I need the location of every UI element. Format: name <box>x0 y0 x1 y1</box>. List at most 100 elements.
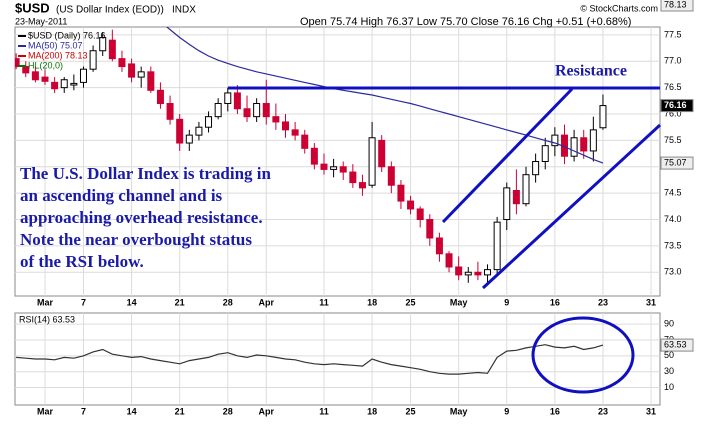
candle-body <box>282 121 289 131</box>
candle-body <box>272 116 280 123</box>
candle-body <box>397 184 405 202</box>
candle-body <box>118 58 126 68</box>
x-tick-label: 23 <box>598 297 608 307</box>
candle-body <box>320 163 328 170</box>
annotation: The U.S. Dollar Index is trading in <box>20 164 272 183</box>
candle-body <box>580 137 588 152</box>
x-tick-label: 7 <box>81 297 86 307</box>
x-tick-label: 18 <box>367 297 377 307</box>
x-tick-label: May <box>450 297 468 307</box>
y-tick-label: 77.0 <box>664 56 682 66</box>
candle-body <box>378 139 386 168</box>
rsi-panel <box>14 312 661 406</box>
candle-body <box>176 118 184 144</box>
rsi-title: RSI(14) 63.53 <box>19 314 75 324</box>
source: © StockCharts.com <box>580 3 658 13</box>
x-tick-label: 18 <box>367 406 377 416</box>
candle-body <box>243 108 251 118</box>
price-panel <box>14 26 661 297</box>
x-tick-label: Apr <box>259 406 275 416</box>
candle-body <box>464 271 472 276</box>
candle-body <box>474 271 482 276</box>
x-tick-label: 11 <box>319 297 329 307</box>
y-tick-label: 73.0 <box>664 267 682 277</box>
candle-body <box>330 166 338 170</box>
candle-body <box>503 187 511 221</box>
grid <box>15 313 660 405</box>
x-tick-label: 25 <box>406 297 416 307</box>
candle-body <box>349 171 357 184</box>
rsi-highlight <box>531 316 635 394</box>
x-tick-label: 9 <box>504 406 509 416</box>
x-tick-label: 23 <box>598 406 608 416</box>
candle-body <box>310 147 318 165</box>
channel-lower <box>481 123 662 290</box>
candle-body <box>224 92 232 104</box>
x-tick-label: 16 <box>550 406 560 416</box>
legend-label: $USD (Daily) 76.16 <box>28 30 106 40</box>
candle-body <box>262 102 270 118</box>
candle-body <box>599 105 607 129</box>
candle-body <box>15 58 20 68</box>
rsi-line <box>16 344 604 375</box>
candle-body <box>79 68 87 83</box>
candle-body <box>589 129 597 152</box>
y-tick-label: 30 <box>664 366 674 376</box>
legend-label: MA(50) 75.07 <box>28 40 83 50</box>
candle-body <box>214 102 222 118</box>
x-tick-label: Mar <box>37 297 54 307</box>
candle-body <box>551 134 559 147</box>
x-tick-label: 31 <box>646 406 656 416</box>
y-tick-label: 73.5 <box>664 240 682 250</box>
candle-body <box>291 129 299 136</box>
legend-label: MA(200) 78.13 <box>28 50 88 60</box>
exchange: INDX <box>172 5 196 16</box>
candle-body <box>512 190 520 205</box>
x-tick-label: 25 <box>406 406 416 416</box>
annotation: an ascending channel and is <box>20 186 223 205</box>
candle-body <box>99 37 107 52</box>
candle-body <box>89 50 97 70</box>
candle-body <box>108 39 116 60</box>
x-tick-label: 14 <box>127 406 137 416</box>
channel-upper <box>441 87 574 224</box>
price-tag-label: 76.16 <box>664 100 687 110</box>
candle-body <box>41 76 49 82</box>
candle-body <box>301 134 309 149</box>
candle-body <box>368 137 376 186</box>
y-tick-label: 76.5 <box>664 82 682 92</box>
candle-body <box>541 145 549 162</box>
annotation: Note the near overbought status <box>20 230 252 249</box>
candle-body <box>156 89 164 104</box>
candle-body <box>570 137 578 157</box>
date: 23-May-2011 <box>15 16 67 26</box>
y-tick-label: 10 <box>664 382 674 392</box>
price-tag-label: 78.13 <box>664 0 687 9</box>
price-tag <box>660 99 694 113</box>
ma-line <box>165 27 604 164</box>
candle-body <box>522 174 530 205</box>
y-tick-label: 90 <box>664 318 674 328</box>
price-tag-label: 75.07 <box>664 157 687 167</box>
price-tag <box>660 0 694 12</box>
candle-body <box>339 166 347 173</box>
x-tick-label: Mar <box>37 406 54 416</box>
candle-body <box>532 161 540 176</box>
plot <box>15 27 607 283</box>
candle-body <box>416 208 424 221</box>
candle-body <box>166 102 174 120</box>
price-tag <box>660 156 694 170</box>
candle-body <box>205 116 213 128</box>
x-tick-label: 21 <box>175 406 185 416</box>
candle-body <box>455 266 463 276</box>
x-tick-label: Apr <box>259 297 275 307</box>
candle-body <box>493 221 501 271</box>
x-tick-label: 14 <box>127 297 137 307</box>
plot <box>16 344 604 375</box>
y-tick-label: 75.5 <box>664 135 682 145</box>
candle-body <box>137 71 145 78</box>
legend-label: HL(20,0) <box>28 60 63 70</box>
subtitle: (US Dollar Index (EOD)) <box>56 5 164 16</box>
candle-body <box>31 71 39 81</box>
